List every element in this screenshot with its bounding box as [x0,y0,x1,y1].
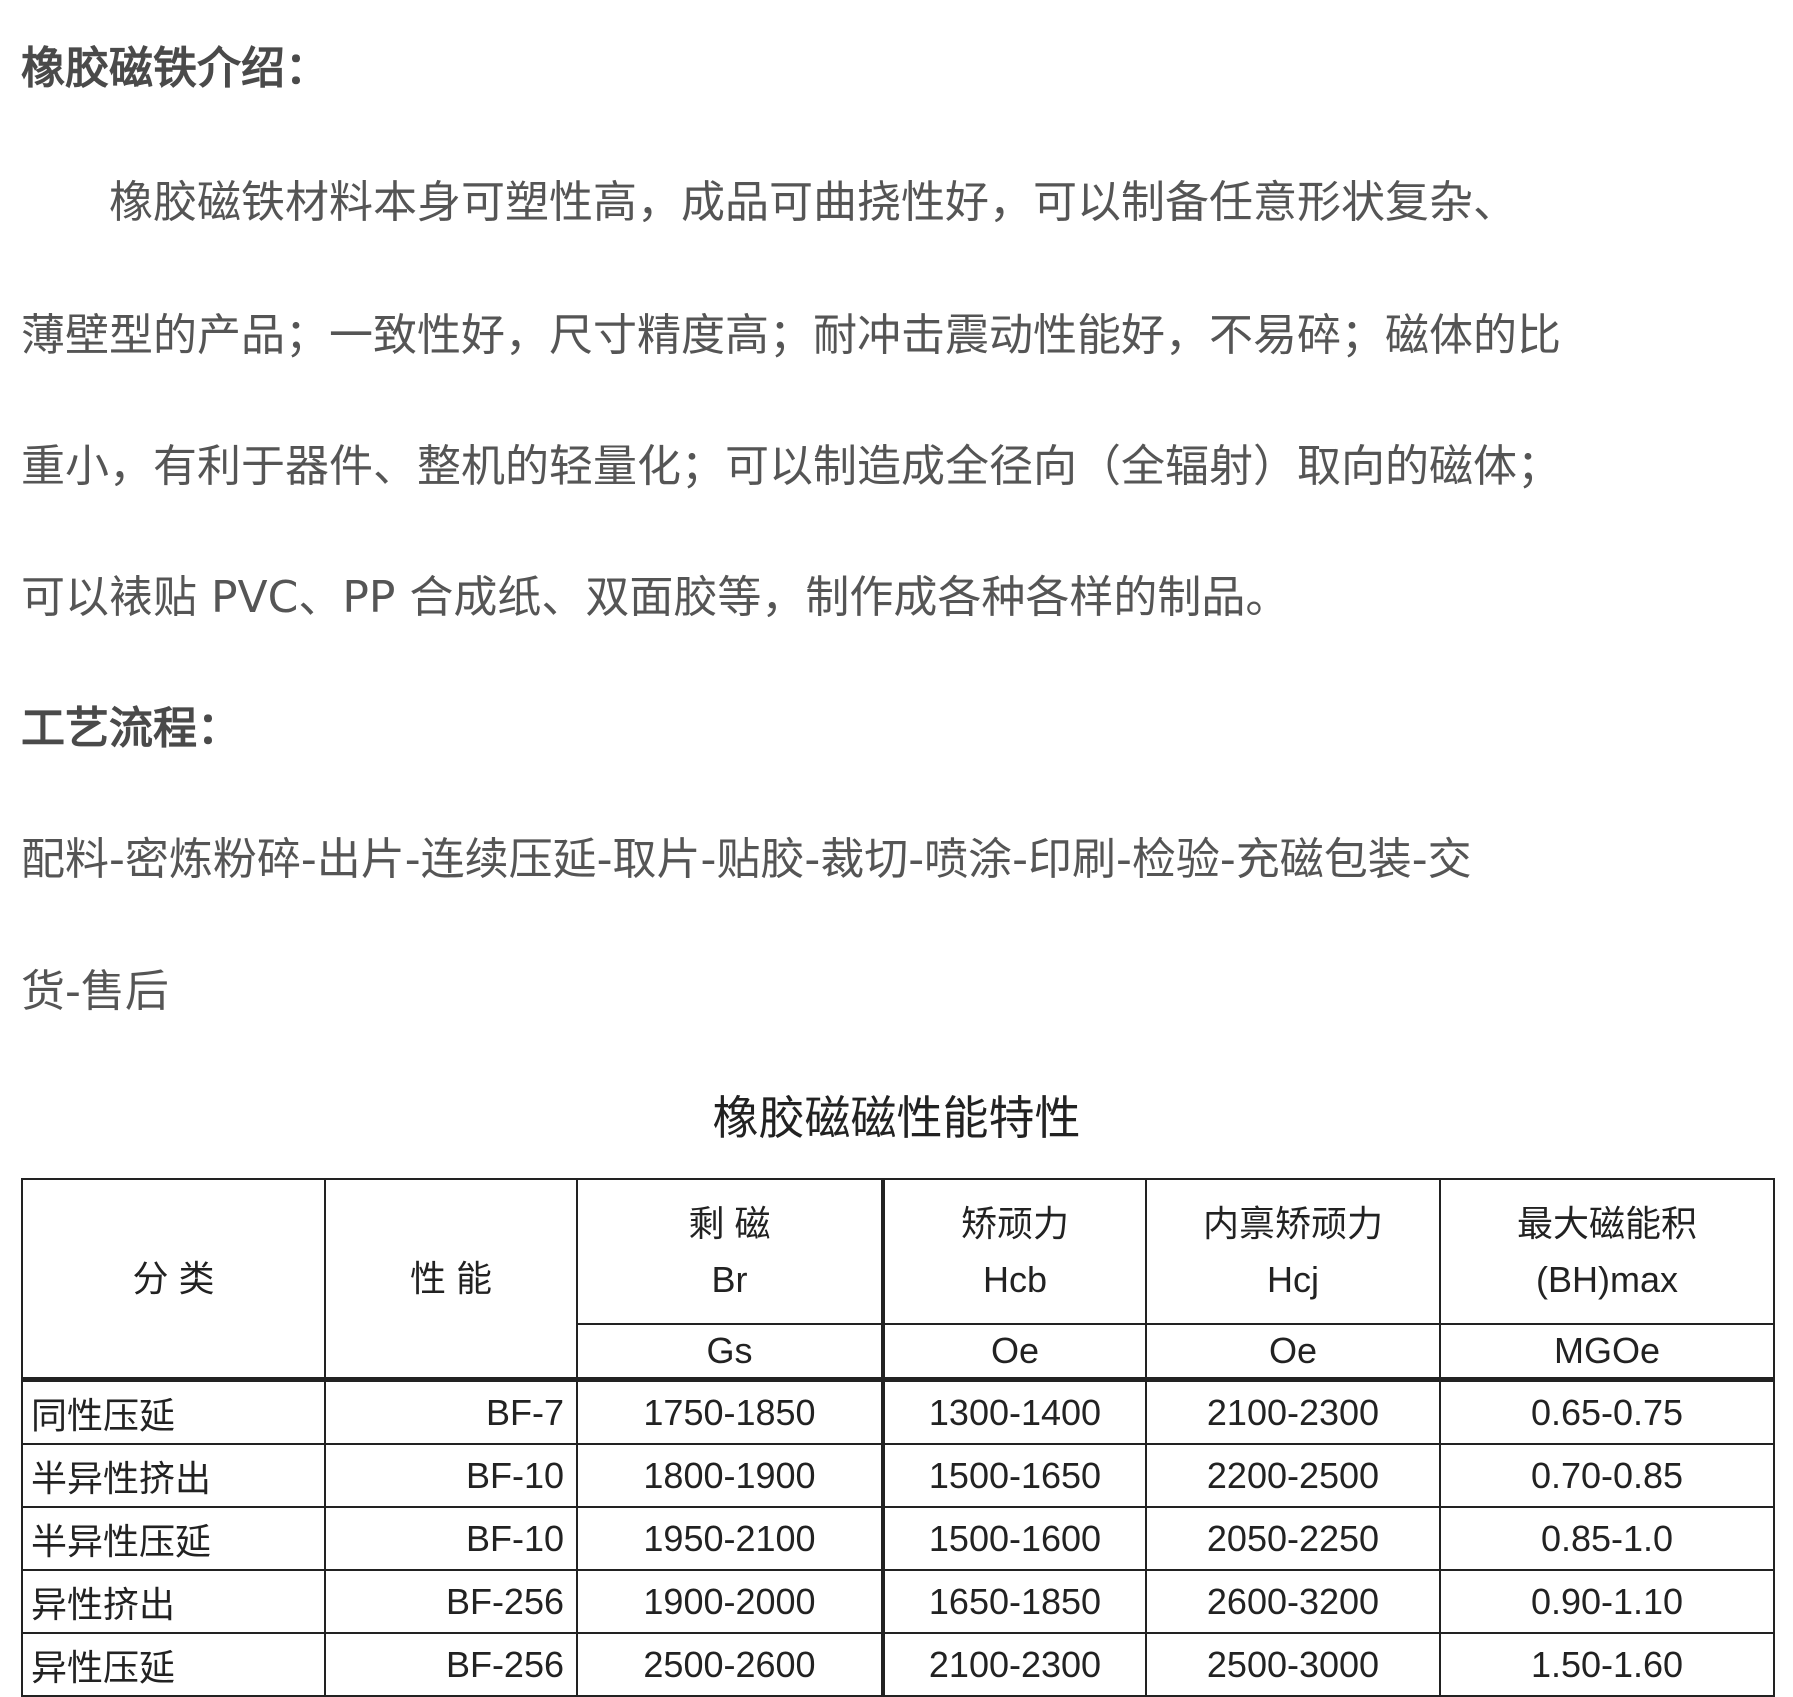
table-row: 异性压延 BF-256 2500-2600 2100-2300 2500-3000 1.5… [21,1632,1775,1697]
header-cell: 剩 磁 Br [576,1178,884,1325]
table-cell: 2500-2600 [576,1632,884,1697]
table-cell: 半异性挤出 [21,1443,326,1508]
table-cell: 1300-1400 [881,1378,1147,1445]
unit-cell: Oe [1145,1323,1441,1382]
magnetic-properties-table: 分 类 性 能 剩 磁 Br 矫顽力 Hcb 内禀矫顽力 Hcj 最大磁能积 (… [21,1178,1775,1697]
table-cell: 半异性压延 [21,1506,326,1571]
table-row: 同性压延 BF-7 1750-1850 1300-1400 2100-2300 0.65-… [21,1378,1775,1445]
table-cell: 2100-2300 [1145,1378,1441,1445]
header-cell: 内禀矫顽力 Hcj [1145,1178,1441,1325]
table-cell: 1800-1900 [576,1443,884,1508]
process-line: 货-售后 [21,966,169,1017]
table-cell: 2200-2500 [1145,1443,1441,1508]
table-cell: 异性挤出 [21,1569,326,1634]
header-cell: 性 能 [324,1178,578,1382]
table-cell: 1900-2000 [576,1569,884,1634]
table-row: 异性挤出 BF-256 1900-2000 1650-1850 2600-3200 0.9… [21,1569,1775,1634]
table-cell: 1950-2100 [576,1506,884,1571]
table-cell: 0.85-1.0 [1439,1506,1775,1571]
table-cell: 2600-3200 [1145,1569,1441,1634]
table-cell: BF-10 [324,1443,578,1508]
table-cell: 同性压延 [21,1378,326,1445]
unit-cell: Oe [881,1323,1147,1382]
unit-cell: MGOe [1439,1323,1775,1382]
table-cell: 1500-1600 [881,1506,1147,1571]
header-cell: 最大磁能积 (BH)max [1439,1178,1775,1325]
table-row: 半异性压延 BF-10 1950-2100 1500-1600 2050-2250 0.8… [21,1506,1775,1571]
table-row: 半异性挤出 BF-10 1800-1900 1500-1650 2200-2500 0.7… [21,1443,1775,1508]
table-title: 橡胶磁磁性能特性 [712,1091,1081,1145]
header-cell: 矫顽力 Hcb [881,1178,1147,1325]
table-cell: BF-10 [324,1506,578,1571]
intro-line: 可以裱贴 PVC、PP 合成纸、双面胶等，制作成各种各样的制品。 [21,572,1290,623]
process-line: 配料-密炼粉碎-出片-连续压延-取片-贴胶-裁切-喷涂-印刷-检验-充磁包装-交 [21,834,1472,885]
intro-line: 薄壁型的产品；一致性好，尺寸精度高；耐冲击震动性能好，不易碎；磁体的比 [21,310,1561,361]
intro-line: 橡胶磁铁材料本身可塑性高，成品可曲挠性好，可以制备任意形状复杂、 [21,177,1517,228]
table-cell: 1.50-1.60 [1439,1632,1775,1697]
process-heading: 工艺流程： [21,703,241,754]
table-cell: 0.65-0.75 [1439,1378,1775,1445]
table-cell: 1650-1850 [881,1569,1147,1634]
unit-cell: Gs [576,1323,884,1382]
table-cell: BF-256 [324,1632,578,1697]
table-cell: 异性压延 [21,1632,326,1697]
header-cell: 分 类 [21,1178,326,1382]
table-cell: 0.90-1.10 [1439,1569,1775,1634]
intro-line: 重小，有利于器件、整机的轻量化；可以制造成全径向（全辐射）取向的磁体； [21,441,1561,492]
table-cell: 1500-1650 [881,1443,1147,1508]
table-cell: 2100-2300 [881,1632,1147,1697]
table-cell: 0.70-0.85 [1439,1443,1775,1508]
table-cell: 1750-1850 [576,1378,884,1445]
table-cell: BF-7 [324,1378,578,1445]
intro-heading: 橡胶磁铁介绍： [21,43,329,94]
table-cell: 2500-3000 [1145,1632,1441,1697]
table-cell: BF-256 [324,1569,578,1634]
table-cell: 2050-2250 [1145,1506,1441,1571]
